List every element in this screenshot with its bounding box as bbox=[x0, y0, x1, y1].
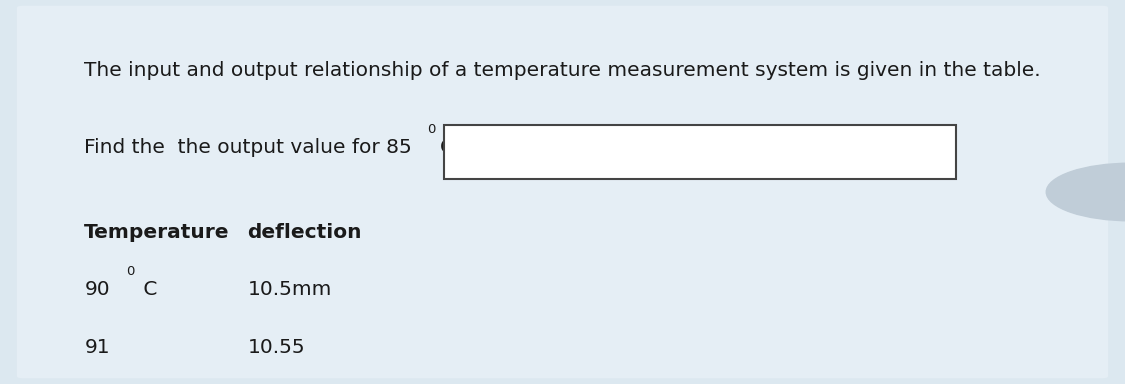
Text: 91: 91 bbox=[84, 338, 110, 357]
Text: 90: 90 bbox=[84, 280, 110, 299]
Text: Temperature: Temperature bbox=[84, 223, 230, 242]
Circle shape bbox=[1046, 163, 1125, 221]
Text: The input and output relationship of a temperature measurement system is given i: The input and output relationship of a t… bbox=[84, 61, 1041, 80]
Text: Find the  the output value for 85: Find the the output value for 85 bbox=[84, 138, 412, 157]
FancyBboxPatch shape bbox=[444, 125, 956, 179]
Text: 0: 0 bbox=[126, 265, 134, 278]
Text: C  .: C . bbox=[440, 138, 472, 157]
Text: C: C bbox=[137, 280, 158, 299]
Text: 10.5mm: 10.5mm bbox=[248, 280, 332, 299]
Text: 10.55: 10.55 bbox=[248, 338, 305, 357]
FancyBboxPatch shape bbox=[17, 6, 1108, 378]
Text: 0: 0 bbox=[428, 123, 435, 136]
Text: deflection: deflection bbox=[248, 223, 362, 242]
